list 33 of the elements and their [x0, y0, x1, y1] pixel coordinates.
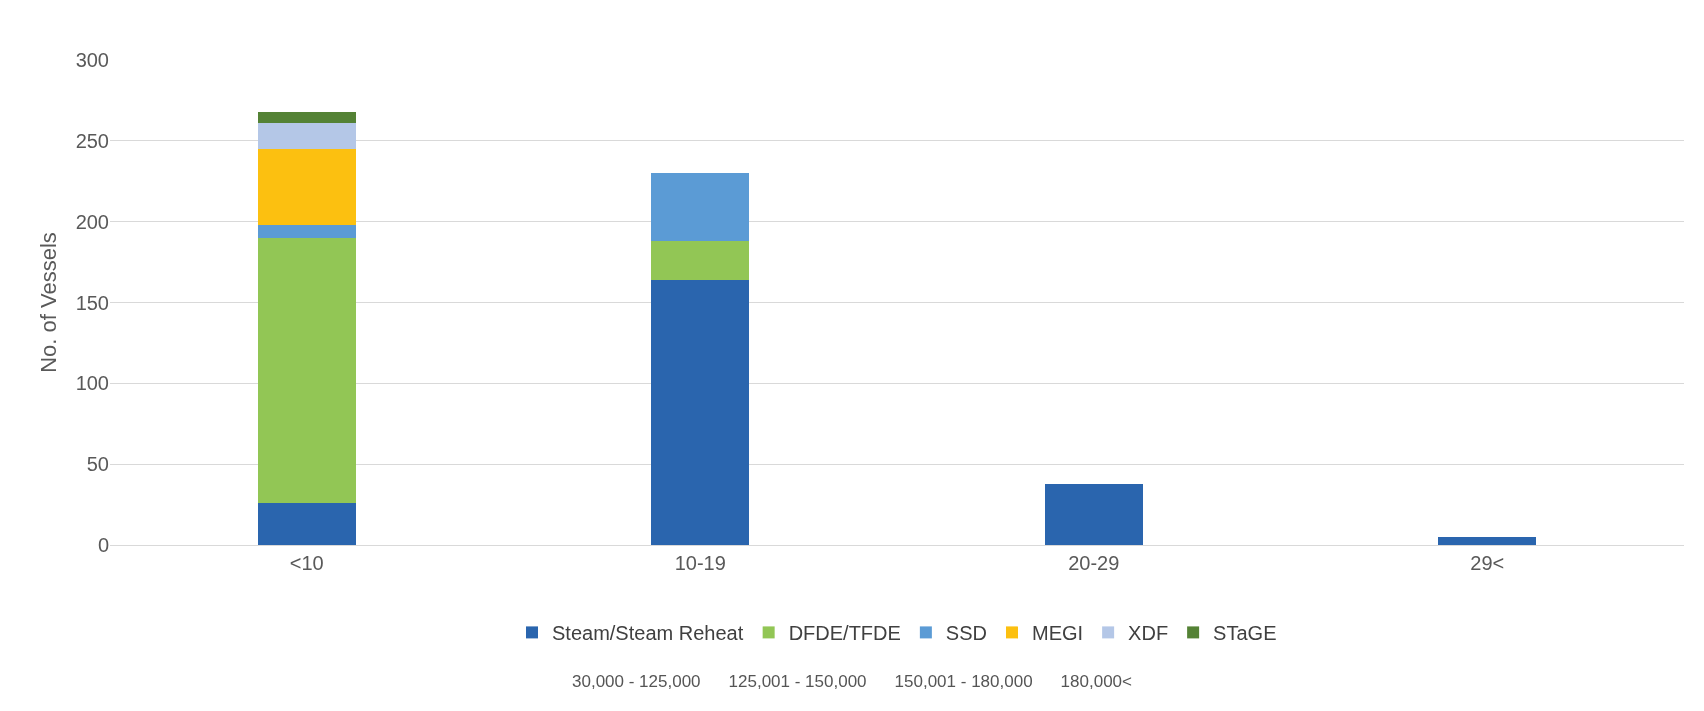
bar: [257, 111, 356, 124]
y-tick-label: 50: [86, 453, 109, 476]
bar: [1044, 483, 1143, 545]
bar: [651, 241, 750, 280]
bar: [257, 123, 356, 149]
legend-label: DFDE/TFDE: [788, 622, 901, 645]
legend-label: MEGI: [1032, 622, 1084, 645]
y-tick-label: 0: [97, 534, 109, 556]
legend-label: Steam/Steam Reheat: [552, 622, 744, 645]
y-tick-label: 250: [75, 129, 109, 152]
text: 30,000 - 125,000: [572, 672, 701, 691]
bar: [651, 173, 750, 242]
bar: [1438, 536, 1537, 545]
legend-label: XDF: [1128, 622, 1169, 645]
bar: [257, 224, 356, 238]
x-tick-label: 20-29: [1068, 552, 1120, 574]
y-axis-title: No. of Vessels: [36, 232, 61, 373]
y-tick-label: 200: [75, 210, 109, 233]
text: 180,000<: [1060, 672, 1132, 691]
legend-label: STaGE: [1213, 622, 1277, 645]
legend-label: SSD: [945, 622, 987, 645]
x-tick-label: 10-19: [674, 552, 726, 574]
y-tick-label: 150: [75, 291, 109, 314]
bar: [257, 502, 356, 545]
text: 125,001 - 150,000: [728, 672, 867, 691]
bar: [651, 279, 750, 545]
y-tick-label: 100: [75, 372, 109, 395]
bar: [257, 148, 356, 225]
text: 150,001 - 180,000: [894, 672, 1033, 691]
x-tick-label: 29<: [1470, 552, 1505, 574]
bar: [257, 237, 356, 503]
y-tick-label: 300: [75, 49, 109, 71]
x-tick-label: <10: [289, 552, 324, 574]
